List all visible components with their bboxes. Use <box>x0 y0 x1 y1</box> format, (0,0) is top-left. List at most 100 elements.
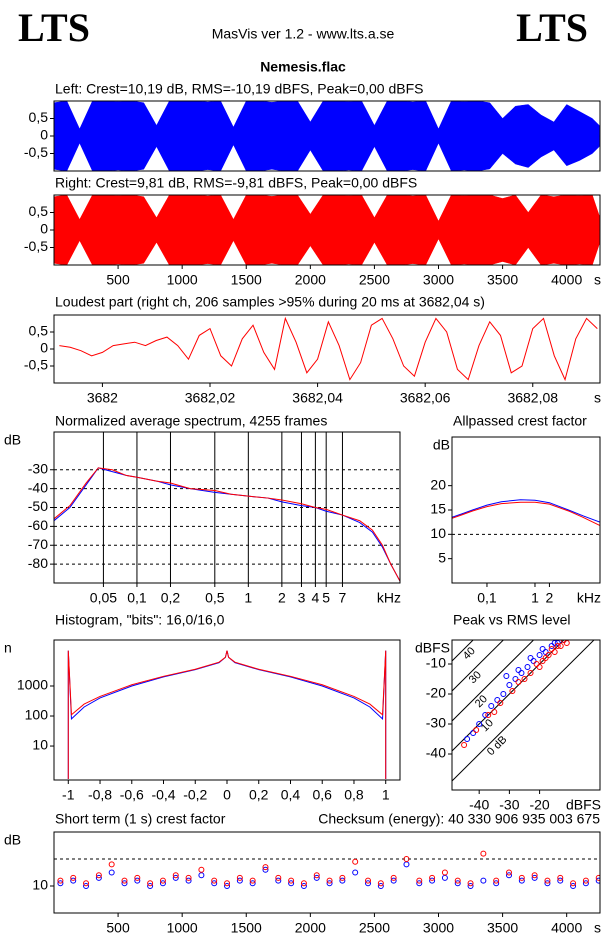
x-tick-label: 3682,02 <box>185 390 236 406</box>
x-tick-label: 0 <box>223 787 231 803</box>
data-point <box>147 880 154 887</box>
x-tick-label: 1000 <box>167 920 198 936</box>
plot-frame <box>451 436 601 584</box>
data-point <box>95 874 102 881</box>
data-point <box>429 874 436 881</box>
data-point <box>185 877 192 884</box>
data-point <box>57 877 64 884</box>
data-point <box>480 850 487 857</box>
data-point <box>300 880 307 887</box>
y-tick-label: -50 <box>28 498 48 514</box>
data-point <box>365 880 372 887</box>
plot-frame <box>53 831 601 914</box>
x-tick-label: 4000 <box>551 272 582 288</box>
y-tick-label: -40 <box>28 479 48 495</box>
data-point <box>503 673 510 679</box>
data-point <box>224 880 231 887</box>
data-point <box>551 649 558 655</box>
data-point <box>236 874 243 881</box>
y-tick-label: 10 <box>430 525 446 541</box>
data-point <box>482 712 489 718</box>
plot-area <box>54 432 400 583</box>
plot-frame <box>53 194 601 266</box>
x-tick-label: 1 <box>244 590 252 606</box>
data-point <box>121 880 128 887</box>
x-tick-label: 1 <box>531 590 539 606</box>
data-point <box>533 661 540 667</box>
data-point <box>527 655 534 661</box>
y-axis-label: dB <box>433 437 450 453</box>
logo: LTS <box>516 5 588 50</box>
x-tick-label: 0,5 <box>205 590 225 606</box>
x-axis-label: s <box>594 272 601 288</box>
x-tick-label: 2 <box>278 590 286 606</box>
data-point <box>249 880 256 887</box>
chart-title: Short term (1 s) crest factor <box>55 811 226 827</box>
chart-title: Left: Crest=10,19 dB, RMS=-10,19 dBFS, P… <box>55 81 423 97</box>
data-point <box>506 682 513 688</box>
x-tick-label: 0,6 <box>312 787 332 803</box>
y-tick-label: 10 <box>32 737 48 753</box>
data-line <box>452 499 600 523</box>
y-tick-label: -0,5 <box>24 238 48 254</box>
data-point <box>494 697 501 703</box>
x-tick-label: 2500 <box>359 272 390 288</box>
file-title: Nemesis.flac <box>260 59 346 75</box>
y-tick-label: 1000 <box>17 677 48 693</box>
data-point <box>326 880 333 887</box>
plot-area <box>54 195 600 265</box>
data-point <box>262 866 269 873</box>
x-tick-label: 1000 <box>167 272 198 288</box>
data-point <box>557 877 564 884</box>
waveform-envelope <box>54 229 600 265</box>
data-point <box>211 880 218 887</box>
y-tick-label: 0 <box>40 221 48 237</box>
data-line <box>67 650 387 779</box>
y-tick-label: 0,5 <box>29 109 49 125</box>
y-tick-label: -70 <box>28 536 48 552</box>
x-tick-label: 0,2 <box>161 590 181 606</box>
x-tick-label: -0,6 <box>120 787 144 803</box>
data-point <box>172 872 179 879</box>
y-tick-label: 20 <box>430 476 446 492</box>
y-tick-label: 0 <box>40 340 48 356</box>
x-axis-label: kHz <box>377 590 401 606</box>
data-point <box>544 880 551 887</box>
chart-title: Peak vs RMS level <box>453 612 570 628</box>
data-point <box>518 874 525 881</box>
data-point <box>488 703 495 709</box>
x-tick-label: 4 <box>311 590 319 606</box>
data-point <box>515 679 522 685</box>
data-point <box>390 874 397 881</box>
data-point <box>365 877 372 884</box>
data-point <box>185 874 192 881</box>
x-tick-label: 3682 <box>87 390 118 406</box>
data-point <box>288 880 295 887</box>
data-point <box>570 880 577 887</box>
data-point <box>275 874 282 881</box>
plot-area <box>452 499 600 535</box>
y-tick-label: -40 <box>426 745 446 761</box>
y-tick-label: -10 <box>426 655 446 671</box>
data-point <box>518 670 525 676</box>
y-tick-label: 0,5 <box>29 203 49 219</box>
data-point <box>121 877 128 884</box>
data-point <box>198 866 205 873</box>
data-point <box>95 872 102 879</box>
data-point <box>326 877 333 884</box>
data-point <box>83 880 90 887</box>
plot-frame <box>53 314 601 384</box>
data-point <box>500 691 507 697</box>
data-point <box>70 874 77 881</box>
data-point <box>582 877 589 884</box>
plot-area <box>67 650 387 779</box>
x-tick-label: 3500 <box>487 272 518 288</box>
data-point <box>531 872 538 879</box>
data-point <box>518 877 525 884</box>
chart-title: Loudest part (right ch, 206 samples >95%… <box>55 294 485 310</box>
data-point <box>70 877 77 884</box>
data-point <box>548 646 555 652</box>
data-point <box>403 856 410 862</box>
x-tick-label: 500 <box>106 920 130 936</box>
data-point <box>313 872 320 879</box>
